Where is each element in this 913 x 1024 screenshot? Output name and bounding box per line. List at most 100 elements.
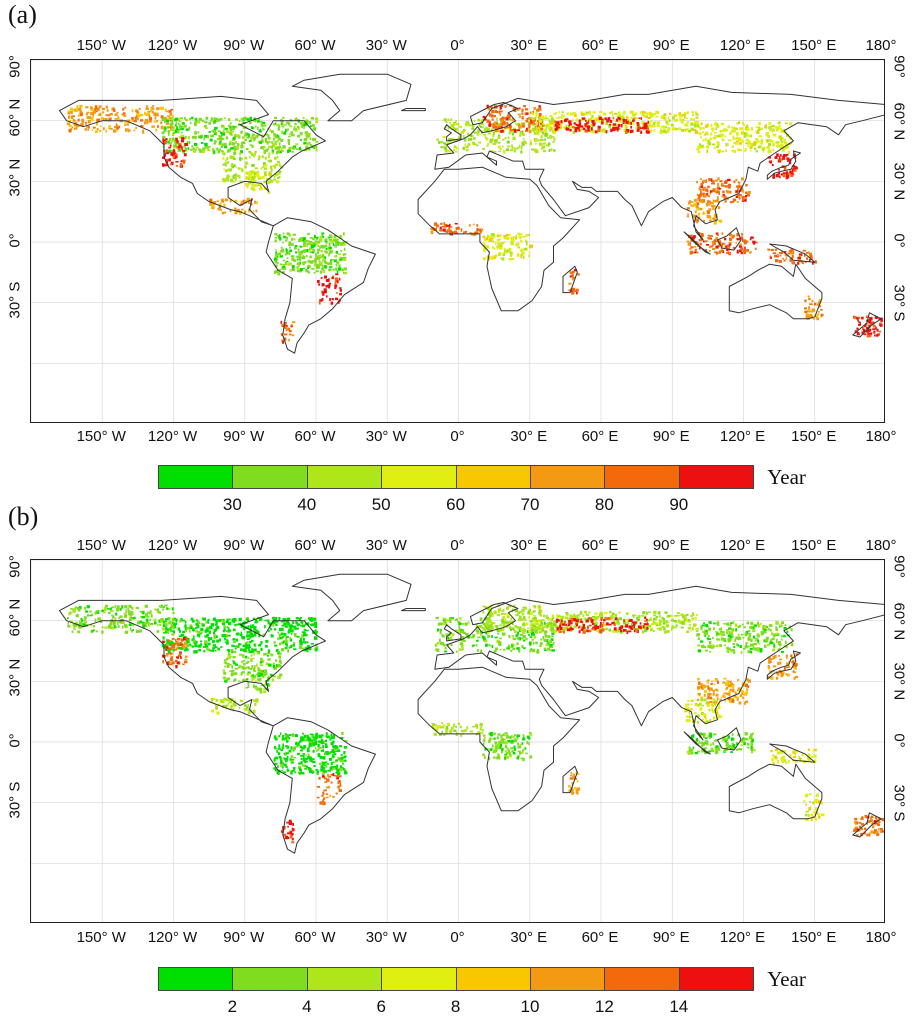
forest-pixel: [247, 682, 250, 686]
forest-pixel: [330, 781, 333, 784]
forest-pixel: [220, 619, 222, 621]
forest-pixel: [516, 647, 519, 650]
forest-pixel: [233, 136, 237, 138]
forest-pixel: [234, 645, 237, 648]
forest-pixel: [77, 630, 81, 634]
forest-pixel: [518, 125, 521, 129]
forest-pixel: [167, 132, 170, 136]
forest-pixel: [335, 241, 338, 246]
forest-pixel: [171, 128, 175, 131]
forest-pixel: [291, 321, 296, 324]
forest-pixel: [332, 268, 336, 271]
forest-pixel: [253, 635, 257, 637]
forest-pixel: [302, 764, 305, 767]
forest-pixel: [490, 235, 493, 238]
forest-pixel: [784, 147, 788, 150]
forest-pixel: [745, 191, 748, 195]
forest-pixel: [291, 268, 294, 271]
forest-pixel: [262, 128, 265, 131]
forest-pixel: [543, 149, 546, 153]
forest-pixel: [540, 621, 543, 624]
forest-pixel: [454, 230, 457, 234]
forest-pixel: [103, 607, 107, 611]
forest-pixel: [214, 140, 217, 143]
forest-pixel: [494, 255, 497, 259]
forest-pixel: [442, 228, 446, 232]
forest-pixel: [238, 617, 242, 622]
forest-pixel: [245, 617, 249, 621]
map-panel-a: (a) 150° W 120° W 90° W 60° W 30° W 0° 30° E 60…: [7, 0, 908, 514]
forest-pixel: [632, 119, 635, 122]
forest-pixel: [865, 323, 868, 327]
forest-pixel: [335, 766, 338, 770]
forest-pixel: [863, 328, 866, 333]
forest-pixel: [167, 117, 170, 121]
forest-pixel: [457, 621, 460, 624]
forest-pixel: [242, 199, 245, 203]
forest-pixel: [539, 139, 542, 142]
forest-pixel: [541, 131, 545, 133]
forest-pixel: [283, 763, 287, 767]
forest-pixel: [307, 260, 310, 263]
forest-pixel: [297, 623, 301, 626]
forest-pixel: [156, 608, 159, 611]
forest-pixel: [597, 128, 601, 132]
forest-pixel: [532, 123, 536, 125]
forest-pixel: [601, 128, 605, 132]
legend-tick-label: 30: [222, 495, 242, 514]
forest-pixel: [189, 624, 193, 628]
forest-pixel: [814, 302, 817, 306]
forest-pixel: [732, 246, 736, 249]
forest-pixel: [309, 143, 312, 147]
forest-pixel: [460, 131, 464, 134]
forest-pixel: [274, 143, 278, 146]
forest-pixel: [617, 123, 621, 127]
forest-pixel: [274, 166, 276, 169]
forest-pixel: [174, 153, 178, 156]
forest-pixel: [673, 114, 677, 117]
forest-pixel: [465, 148, 469, 152]
forest-pixel: [308, 132, 311, 136]
forest-pixel: [667, 127, 671, 130]
forest-pixel: [307, 756, 311, 760]
forest-pixel: [551, 117, 554, 121]
forest-pixel: [868, 319, 872, 323]
forest-pixel: [328, 242, 331, 246]
map-panel-b: (b) 150° W 120° W 90° W 60° W 30° W 0° 30° E 60…: [0, 502, 913, 1024]
forest-pixel: [727, 185, 731, 189]
forest-pixel: [67, 625, 71, 628]
forest-pixel: [702, 212, 706, 215]
forest-pixel: [229, 126, 232, 130]
forest-pixel: [243, 648, 247, 653]
forest-pixel: [341, 732, 344, 735]
forest-pixel: [243, 210, 247, 214]
forest-pixel: [244, 165, 247, 169]
forest-pixel: [718, 191, 720, 195]
forest-pixel: [260, 657, 263, 661]
forest-pixel: [778, 135, 782, 139]
forest-pixel: [298, 127, 300, 131]
forest-pixel: [254, 167, 258, 170]
forest-pixel: [243, 200, 247, 204]
forest-pixel: [293, 648, 297, 651]
forest-pixel: [720, 249, 724, 253]
longitude-tick-label: 90° W: [223, 428, 265, 445]
longitude-tick-label: 180°: [865, 37, 897, 54]
forest-pixel: [333, 753, 337, 756]
forest-pixel: [755, 150, 758, 153]
forest-pixel: [337, 772, 341, 776]
forest-pixel: [307, 747, 310, 750]
forest-pixel: [515, 235, 518, 237]
forest-pixel: [781, 140, 784, 143]
forest-pixel: [151, 107, 154, 110]
forest-pixel: [571, 270, 575, 274]
forest-pixel: [646, 127, 650, 131]
forest-pixel: [529, 650, 532, 653]
forest-pixel: [171, 152, 174, 156]
forest-pixel: [783, 259, 786, 262]
forest-pixel: [738, 139, 741, 141]
forest-pixel: [253, 652, 256, 656]
forest-pixel: [335, 792, 338, 795]
forest-pixel: [526, 242, 528, 246]
forest-pixel: [337, 241, 339, 245]
